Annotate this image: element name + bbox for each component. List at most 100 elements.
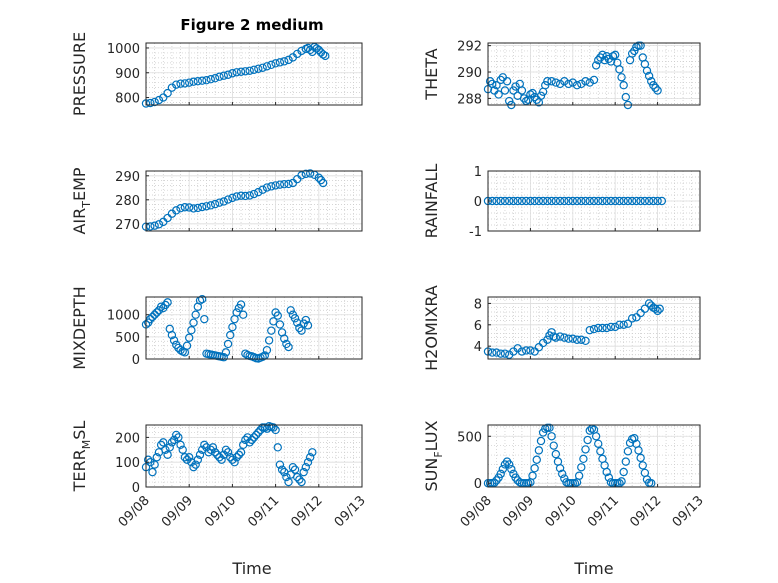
data-point (284, 179, 293, 189)
data-point (318, 178, 328, 188)
data-point (585, 78, 594, 87)
data-point (509, 196, 518, 206)
data-point (636, 308, 645, 318)
data-point (290, 465, 300, 474)
data-point (530, 347, 539, 356)
data-point (280, 57, 289, 66)
data-point (219, 353, 228, 362)
data-point (169, 336, 179, 345)
data-point (505, 460, 514, 469)
data-point (591, 61, 601, 70)
data-point (197, 76, 207, 85)
data-point (555, 196, 565, 206)
data-point (500, 86, 510, 95)
axes-box (145, 170, 363, 232)
data-point (651, 83, 660, 93)
data-point (621, 457, 631, 466)
data-point (288, 462, 298, 472)
data-point (295, 323, 304, 333)
data-point (193, 76, 203, 86)
data-point (269, 317, 278, 326)
data-point (543, 196, 552, 206)
y-tick-label: 200 (115, 431, 140, 446)
data-point (210, 199, 220, 209)
data-point (577, 463, 586, 472)
y-axis-label: MIXDEPTH (70, 286, 89, 369)
y-axis-label: RAINFALL (422, 164, 441, 239)
data-point (282, 472, 291, 482)
data-point (206, 201, 215, 210)
data-point (150, 221, 159, 230)
series-sun-flux (483, 423, 656, 488)
data-point (228, 69, 237, 78)
data-point (634, 446, 643, 455)
data-point (615, 320, 624, 329)
data-point (249, 65, 259, 74)
data-point (321, 51, 330, 61)
data-point (608, 51, 618, 61)
data-point (228, 322, 237, 332)
y-tick-label: 1000 (107, 42, 140, 57)
data-point (165, 443, 174, 452)
y-tick-label: 900 (115, 67, 140, 82)
axes-box (145, 296, 363, 360)
data-point (184, 203, 194, 212)
data-point (653, 196, 662, 206)
data-point (602, 467, 611, 477)
data-point (602, 323, 611, 333)
data-point (293, 318, 302, 327)
data-point (254, 64, 263, 73)
data-point (581, 445, 590, 454)
y-tick-label: 6 (474, 319, 482, 334)
data-point (314, 45, 323, 55)
data-point (236, 448, 246, 457)
data-point (627, 49, 637, 58)
data-point (594, 55, 603, 65)
axes-background (488, 425, 700, 487)
data-point (189, 462, 198, 472)
data-point (156, 302, 166, 311)
data-point (644, 71, 654, 81)
data-point (545, 423, 554, 433)
data-point (547, 77, 556, 86)
subplot-mixdepth: 0 500 1000 MIXDEPTH (70, 286, 363, 370)
data-point (223, 339, 233, 349)
data-point (589, 196, 599, 206)
data-point (517, 196, 527, 206)
subplot-rainfall: -1 0 1 RAINFALL (422, 164, 701, 240)
data-point (534, 343, 544, 352)
y-tick-label: 270 (115, 218, 140, 233)
data-point (551, 333, 561, 342)
data-point (202, 75, 211, 85)
data-point (254, 428, 263, 437)
data-point (305, 169, 315, 178)
data-point (547, 432, 556, 441)
axes-box (487, 42, 701, 106)
data-point (267, 182, 276, 191)
subplot-pressure: 800 900 1000 PRESSURE (70, 32, 363, 116)
data-point (184, 78, 194, 87)
data-point (154, 220, 164, 229)
data-point (581, 196, 590, 206)
data-point (496, 196, 505, 206)
data-point (146, 314, 155, 324)
data-point (191, 460, 200, 469)
data-point (555, 464, 565, 473)
data-point (558, 469, 567, 479)
data-point (187, 326, 196, 335)
data-point (517, 347, 527, 356)
data-point (299, 467, 308, 477)
y-tick-label: 0 (132, 481, 140, 496)
data-point (494, 90, 503, 99)
data-point (492, 348, 501, 357)
data-point (271, 59, 280, 68)
subplot-theta: 288 290 292 THETA (422, 40, 701, 110)
data-point (530, 92, 539, 102)
data-point (615, 196, 624, 206)
data-point (549, 441, 558, 450)
y-tick-label: 0 (132, 353, 140, 368)
y-tick-label: 0 (474, 477, 482, 492)
data-point (217, 455, 226, 464)
data-point (197, 202, 207, 212)
